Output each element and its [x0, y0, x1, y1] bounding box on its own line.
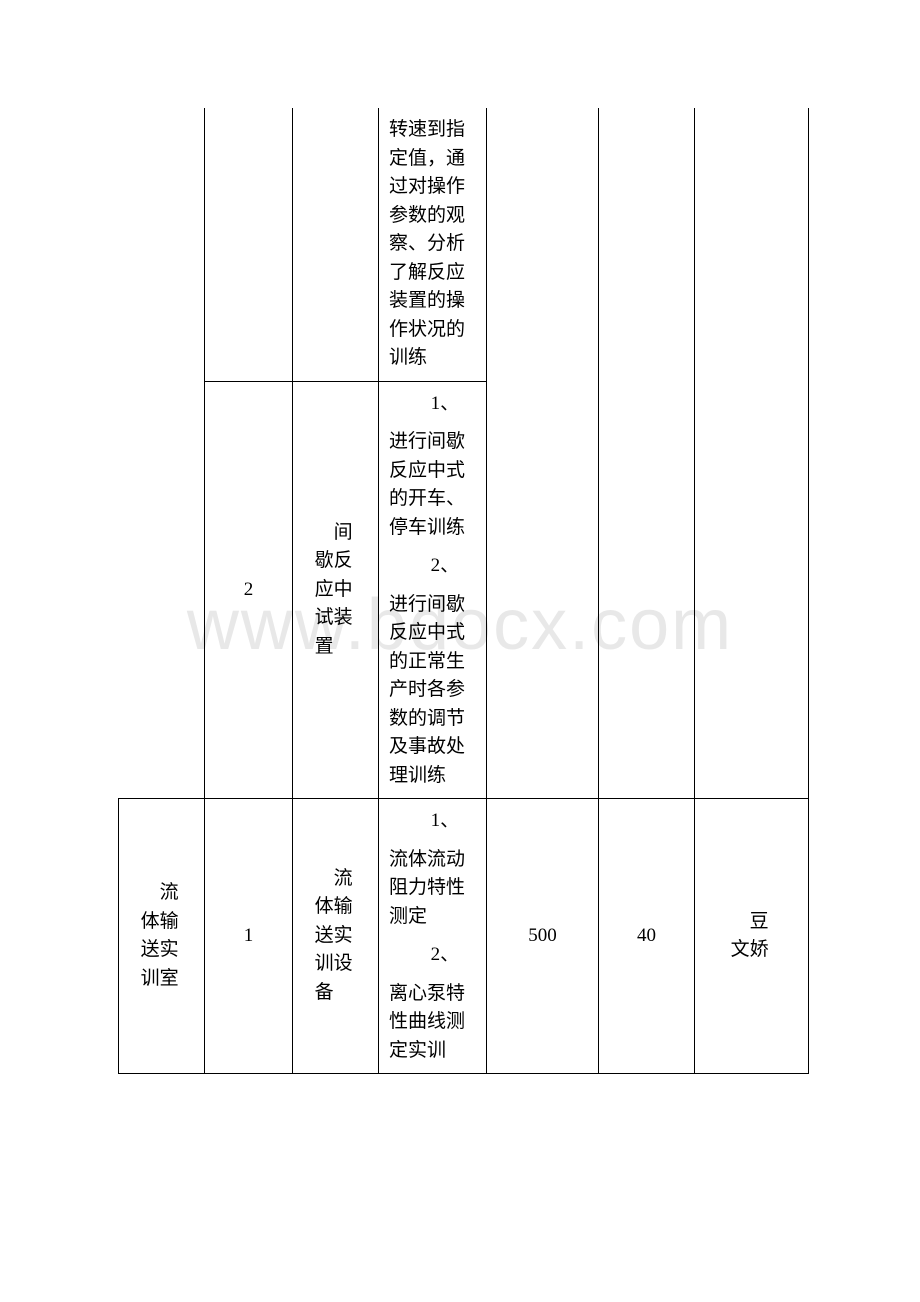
data-table: 转速到指定值，通过对操作参数的观察、分析了解反应装置的操作状况的训练 2 间歇反…	[118, 108, 809, 1074]
table-cell: 2	[205, 381, 293, 799]
table-cell	[695, 108, 809, 799]
table-container: 转速到指定值，通过对操作参数的观察、分析了解反应装置的操作状况的训练 2 间歇反…	[118, 108, 808, 1074]
cell-text: 1	[244, 925, 254, 946]
table-row: 转速到指定值，通过对操作参数的观察、分析了解反应装置的操作状况的训练	[119, 108, 809, 381]
table-cell: 流体输送实训室	[119, 799, 205, 1074]
table-cell: 豆文娇	[695, 799, 809, 1074]
table-cell: 1、 进行间歇反应中式的开车、停车训练 2、 进行间歇反应中式的正常生产时各参数…	[379, 381, 487, 799]
cell-text: 2	[244, 579, 254, 600]
cell-text: 进行间歇反应中式的正常生产时各参数的调节及事故处理训练	[389, 591, 478, 791]
table-cell: 1、 流体流动阻力特性测定 2、 离心泵特性曲线测定实训	[379, 799, 487, 1074]
table-cell: 1	[205, 799, 293, 1074]
cell-text: 间歇反应中试装置	[315, 519, 357, 662]
cell-text: 豆文娇	[731, 908, 773, 965]
table-cell	[487, 108, 599, 799]
cell-num: 2、	[389, 552, 478, 581]
table-cell: 500	[487, 799, 599, 1074]
table-cell	[293, 108, 379, 381]
cell-num: 2、	[389, 941, 478, 970]
cell-num: 1、	[389, 807, 478, 836]
table-cell: 流体输送实训设备	[293, 799, 379, 1074]
table-cell	[205, 108, 293, 381]
table-cell	[119, 108, 205, 799]
cell-text: 流体输送实训设备	[315, 865, 357, 1008]
cell-text: 进行间歇反应中式的开车、停车训练	[389, 428, 478, 542]
table-row: 流体输送实训室 1 流体输送实训设备 1、 流体流动阻力特性测定 2、 离心泵特…	[119, 799, 809, 1074]
table-cell	[599, 108, 695, 799]
cell-text: 转速到指定值，通过对操作参数的观察、分析了解反应装置的操作状况的训练	[389, 119, 465, 368]
cell-text: 流体输送实训室	[141, 879, 183, 993]
table-cell: 转速到指定值，通过对操作参数的观察、分析了解反应装置的操作状况的训练	[379, 108, 487, 381]
cell-text: 500	[528, 925, 557, 946]
cell-num: 1、	[389, 390, 478, 419]
cell-text: 离心泵特性曲线测定实训	[389, 980, 478, 1066]
cell-text: 40	[637, 925, 656, 946]
table-cell: 间歇反应中试装置	[293, 381, 379, 799]
table-cell: 40	[599, 799, 695, 1074]
cell-text: 流体流动阻力特性测定	[389, 846, 478, 932]
